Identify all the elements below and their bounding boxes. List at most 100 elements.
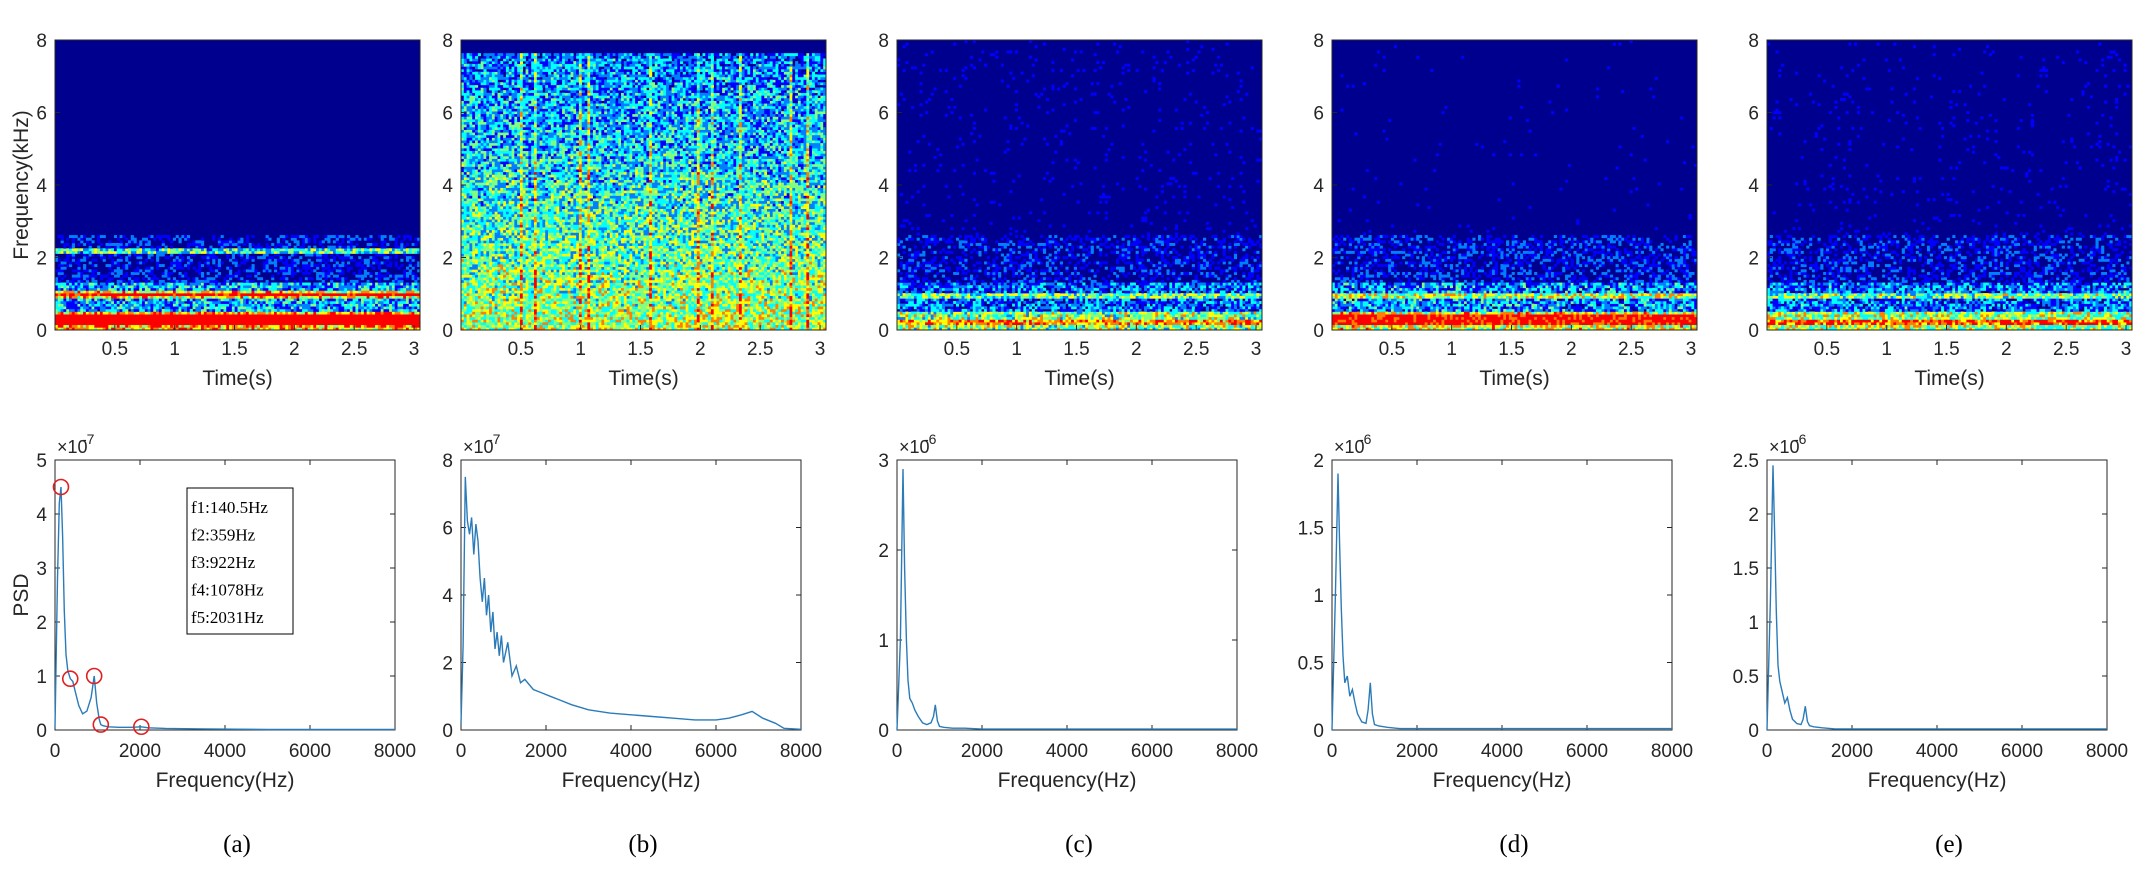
spectrogram-cell [384,298,387,301]
spectrogram-cell [195,304,198,307]
spectrogram-cell [378,248,381,251]
spectrogram-cell [114,298,117,301]
spectrogram-cell [263,317,266,320]
spectrogram-cell [83,288,86,291]
spectrogram-cell [198,304,201,307]
spectrogram-cell [495,132,498,135]
spectrogram-cell [162,248,165,251]
spectrogram-cell [333,288,336,291]
spectrogram-cell [167,235,170,238]
spectrogram-cell [467,285,470,288]
spectrogram-cell [372,267,375,270]
spectrogram-cell [122,246,125,249]
spectrogram-cell [358,264,361,267]
spectrogram-cell [478,280,481,283]
spectrogram-cell [235,304,238,307]
spectrogram-cell [89,296,92,299]
spectrogram-cell [392,306,395,309]
spectrogram-cell [232,306,235,309]
spectrogram-cell [195,296,198,299]
spectrogram-cell [134,272,137,275]
spectrogram-cell [184,296,187,299]
spectrogram-cell [330,251,333,254]
spectrogram-cell [478,93,481,96]
spectrogram-cell [322,267,325,270]
spectrogram-cell [80,314,83,317]
spectrogram-cell [308,254,311,257]
spectrogram-cell [478,269,481,272]
spectrogram-cell [184,272,187,275]
spectrogram-cell [375,322,378,325]
spectrogram-cell [235,312,238,315]
spectrogram-cell [201,256,204,259]
spectrogram-cell [478,235,481,238]
spectrogram-cell [165,296,168,299]
spectrogram-cell [238,290,241,293]
spectrogram-cell [232,290,235,293]
spectrogram-cell [212,248,215,251]
spectrogram-cell [232,256,235,259]
spectrogram-cell [395,243,398,246]
spectrogram-cell [489,277,492,280]
spectrogram-cell [336,298,339,301]
spectrogram-cell [167,267,170,270]
spectrogram-cell [369,298,372,301]
spectrogram-cell [469,222,472,225]
spectrogram-cell [478,301,481,304]
spectrogram-cell [83,314,86,317]
spectrogram-cell [489,169,492,172]
spectrogram-cell [282,283,285,286]
spectrogram-cell [142,312,145,315]
spectrogram-cell [153,293,156,296]
spectrogram-cell [162,319,165,322]
spectrogram-cell [114,322,117,325]
spectrogram-cell [336,254,339,257]
spectrogram-cell [69,290,72,293]
spectrogram-cell [483,114,486,117]
spectrogram-cell [204,309,207,312]
spectrogram-cell [469,317,472,320]
spectrogram-cell [201,304,204,307]
spectrogram-cell [495,246,498,249]
spectrogram-cell [218,261,221,264]
spectrogram-cell [472,135,475,138]
spectrogram-cell [240,317,243,320]
spectrogram-cell [358,319,361,322]
spectrogram-cell [246,285,249,288]
spectrogram-cell [325,314,328,317]
spectrogram-cell [221,283,224,286]
spectrogram-cell [198,272,201,275]
spectrogram-cell [330,235,333,238]
spectrogram-cell [159,306,162,309]
spectrogram-cell [212,306,215,309]
spectrogram-cell [339,306,342,309]
spectrogram-cell [409,319,412,322]
spectrogram-cell [386,264,389,267]
spectrogram-cell [311,325,314,328]
spectrogram-cell [61,322,64,325]
spectrogram-cell [414,248,417,251]
spectrogram-cell [492,161,495,164]
spectrogram-cell [333,309,336,312]
spectrogram-cell [89,254,92,257]
spectrogram-cell [153,312,156,315]
spectrogram-cell [277,254,280,257]
spectrogram-cell [469,203,472,206]
spectrogram-cell [403,306,406,309]
spectrogram-cell [481,196,484,199]
spectrogram-cell [392,248,395,251]
spectrogram-cell [378,322,381,325]
spectrogram-cell [260,293,263,296]
spectrogram-cell [291,261,294,264]
spectrogram-cell [313,317,316,320]
spectrogram-cell [341,314,344,317]
spectrogram-cell [327,264,330,267]
spectrogram-cell [375,259,378,262]
spectrogram-cell [486,251,489,254]
spectrogram-cell [403,269,406,272]
spectrogram-cell [162,309,165,312]
spectrogram-cell [498,177,501,180]
spectrogram-cell [187,322,190,325]
spectrogram-cell [176,309,179,312]
